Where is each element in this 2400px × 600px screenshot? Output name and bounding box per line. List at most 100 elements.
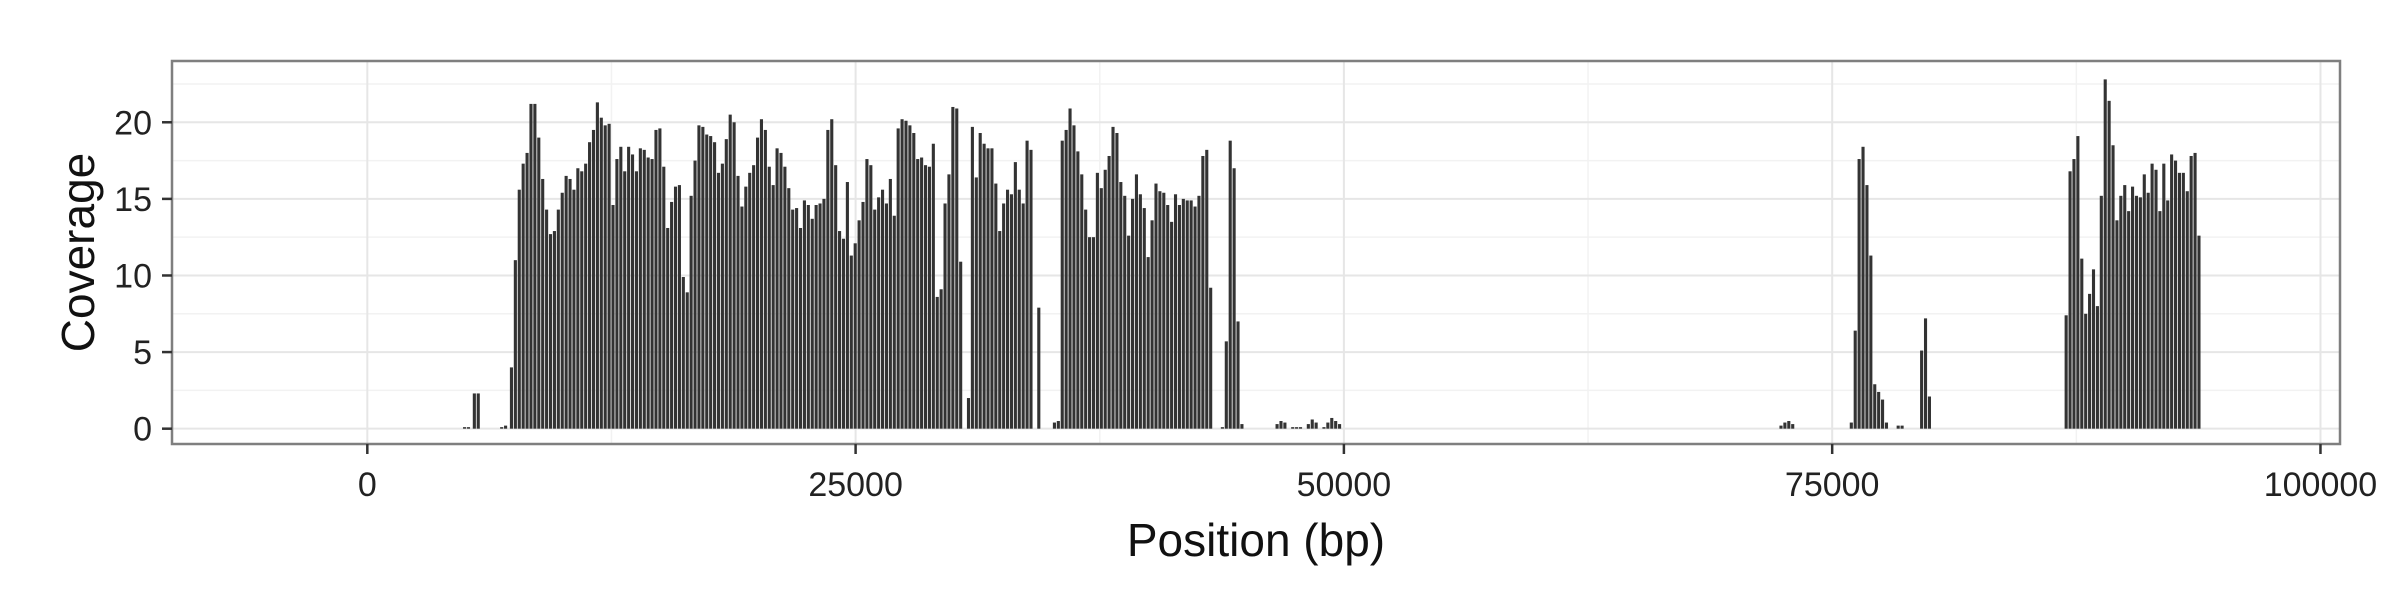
coverage-bar: [2134, 195, 2139, 429]
coverage-bar: [1037, 307, 1041, 429]
coverage-bar: [1088, 237, 1092, 429]
y-axis-title: Coverage: [52, 153, 104, 352]
coverage-bar: [2158, 211, 2162, 429]
coverage-bar: [673, 186, 678, 429]
coverage-bar: [795, 208, 799, 429]
plot-panel: [172, 61, 2340, 444]
coverage-bar: [736, 175, 740, 429]
coverage-bar: [580, 171, 584, 429]
coverage-bar: [1130, 198, 1135, 429]
coverage-bar: [728, 114, 732, 429]
coverage-bar: [541, 178, 545, 429]
coverage-bar: [1052, 422, 1056, 429]
coverage-bar: [1150, 220, 1154, 429]
coverage-bar: [1080, 174, 1084, 429]
coverage-bar: [720, 163, 724, 429]
coverage-bar: [1209, 287, 1213, 429]
coverage-bar: [529, 103, 533, 429]
coverage-bar: [818, 203, 822, 429]
coverage-bar: [752, 165, 756, 429]
coverage-bar: [2154, 169, 2158, 429]
coverage-bar: [1091, 237, 1096, 429]
coverage-bar: [537, 137, 541, 429]
coverage-bar: [955, 108, 959, 429]
coverage-bar: [1291, 427, 1295, 429]
coverage-bar: [697, 125, 701, 429]
coverage-bar: [716, 172, 721, 429]
coverage-bar: [2107, 100, 2111, 429]
coverage-bar: [2185, 191, 2189, 429]
coverage-bar: [1005, 189, 1010, 429]
coverage-bar: [662, 166, 666, 429]
axis-ticks: 0 25000 50000 75000 100000 0 5 10 15 20: [114, 104, 2377, 504]
coverage-bar: [982, 143, 986, 429]
coverage-bar: [630, 154, 635, 429]
coverage-bar: [931, 143, 935, 429]
coverage-bar: [966, 398, 971, 429]
coverage-bar: [748, 172, 752, 429]
coverage-bar: [1232, 168, 1236, 429]
coverage-bar: [1025, 140, 1029, 429]
coverage-bar: [1279, 421, 1283, 429]
coverage-bar: [1076, 151, 1080, 429]
coverage-bar: [1220, 427, 1224, 429]
coverage-bar: [1849, 422, 1853, 429]
coverage-bar: [713, 142, 717, 429]
y-tick-label: 5: [133, 334, 152, 372]
coverage-bar: [658, 128, 662, 429]
coverage-bar: [1900, 425, 1904, 429]
coverage-bar: [1236, 321, 1240, 429]
coverage-bar: [599, 117, 603, 429]
coverage-bar: [1021, 203, 1025, 429]
coverage-bar: [755, 137, 760, 429]
coverage-bar: [724, 139, 728, 429]
coverage-bar: [1138, 194, 1142, 429]
coverage-bar: [1189, 200, 1193, 429]
coverage-bar: [2138, 197, 2142, 429]
coverage-bar: [923, 165, 928, 429]
coverage-bar: [2111, 145, 2115, 429]
y-tick-label: 10: [114, 257, 152, 295]
coverage-bar: [1056, 421, 1060, 429]
coverage-bar: [771, 185, 775, 429]
coverage-bar: [2064, 315, 2068, 429]
coverage-bar: [1334, 421, 1338, 429]
coverage-bar: [970, 126, 974, 429]
coverage-bar: [998, 231, 1002, 429]
coverage-bar: [1158, 191, 1162, 429]
coverage-bar: [1275, 424, 1279, 429]
coverage-bar: [900, 119, 904, 429]
coverage-bar: [779, 152, 783, 429]
coverage-bar: [2170, 154, 2174, 429]
coverage-bar: [2076, 136, 2080, 429]
coverage-bar: [806, 205, 810, 429]
coverage-bar: [689, 195, 693, 429]
coverage-bar: [2099, 195, 2103, 429]
coverage-bar: [1099, 188, 1103, 429]
coverage-bar: [1095, 172, 1099, 429]
coverage-bar: [2123, 185, 2127, 429]
coverage-bar: [1869, 255, 1873, 429]
coverage-bar: [1002, 203, 1006, 429]
coverage-bar: [595, 102, 599, 429]
coverage-bar: [677, 185, 681, 429]
coverage-bar: [834, 165, 838, 429]
coverage-bar: [1228, 140, 1232, 429]
coverage-bar: [517, 189, 521, 429]
coverage-bar: [884, 203, 889, 429]
coverage-bar: [545, 209, 549, 429]
coverage-bar: [1173, 194, 1178, 429]
coverage-bar: [2142, 174, 2146, 429]
coverage-bar: [920, 157, 924, 429]
coverage-bar: [877, 197, 881, 429]
coverage-bar: [939, 289, 943, 429]
coverage-bar: [861, 201, 865, 429]
coverage-bar: [1017, 189, 1021, 429]
coverage-bar: [888, 178, 892, 429]
coverage-bar: [709, 136, 713, 429]
coverage-bar: [1134, 174, 1139, 429]
coverage-bar: [802, 200, 806, 429]
coverage-bar: [560, 192, 564, 429]
coverage-bar: [607, 123, 611, 429]
coverage-bar: [552, 231, 556, 429]
